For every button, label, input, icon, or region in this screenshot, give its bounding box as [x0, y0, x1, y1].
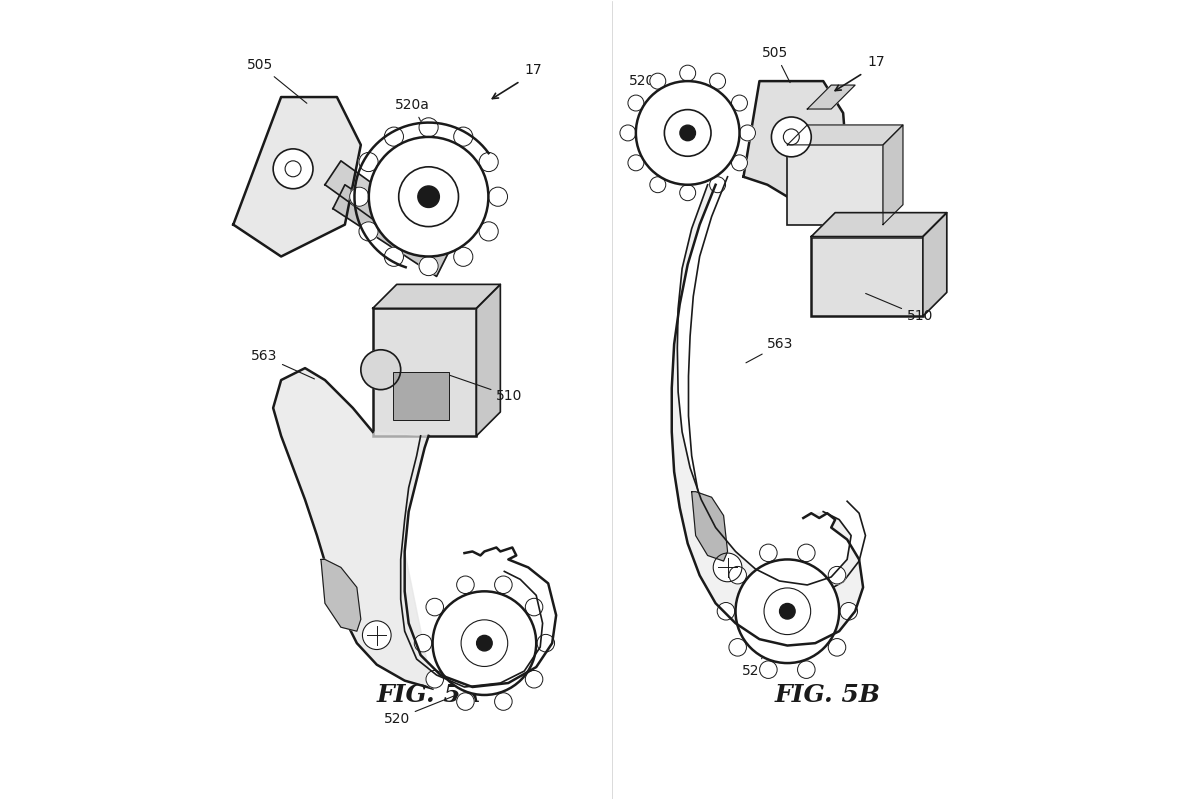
FancyBboxPatch shape [373, 308, 476, 436]
Circle shape [494, 576, 512, 594]
Text: 17: 17 [868, 55, 884, 69]
Polygon shape [320, 559, 361, 631]
Circle shape [362, 621, 391, 650]
Polygon shape [373, 285, 500, 308]
Circle shape [494, 693, 512, 710]
Circle shape [359, 153, 378, 171]
FancyBboxPatch shape [392, 372, 449, 420]
Polygon shape [923, 213, 947, 316]
Circle shape [274, 149, 313, 189]
Circle shape [454, 127, 473, 146]
Text: 520a: 520a [395, 98, 430, 134]
Text: 520a: 520a [629, 74, 685, 104]
Text: FIG. 5A: FIG. 5A [377, 683, 481, 707]
Polygon shape [672, 185, 863, 646]
Polygon shape [883, 125, 902, 225]
Circle shape [419, 257, 438, 276]
Circle shape [628, 155, 644, 170]
Circle shape [384, 127, 403, 146]
Circle shape [739, 125, 756, 141]
Circle shape [798, 661, 815, 678]
Circle shape [368, 137, 488, 257]
Circle shape [732, 95, 748, 111]
Text: 505: 505 [762, 46, 790, 82]
Polygon shape [332, 185, 449, 277]
Text: 520: 520 [384, 696, 454, 726]
Circle shape [457, 693, 474, 710]
Circle shape [636, 81, 739, 185]
Circle shape [713, 553, 742, 582]
Text: 520: 520 [743, 642, 770, 678]
Circle shape [538, 634, 554, 652]
Circle shape [728, 566, 746, 584]
Text: 510: 510 [865, 294, 934, 323]
Polygon shape [325, 161, 440, 257]
Circle shape [760, 544, 778, 562]
Circle shape [650, 177, 666, 193]
Circle shape [780, 603, 796, 619]
Circle shape [798, 544, 815, 562]
Polygon shape [808, 85, 856, 109]
Circle shape [526, 670, 542, 688]
Circle shape [454, 247, 473, 266]
Circle shape [679, 185, 696, 201]
Text: 510: 510 [443, 373, 523, 403]
Polygon shape [691, 492, 727, 561]
Circle shape [479, 222, 498, 241]
Circle shape [736, 559, 839, 663]
Circle shape [479, 153, 498, 171]
Text: 505: 505 [247, 58, 307, 103]
Circle shape [419, 118, 438, 137]
Circle shape [526, 598, 542, 616]
FancyBboxPatch shape [811, 237, 923, 316]
Circle shape [709, 177, 726, 193]
Polygon shape [811, 213, 947, 237]
Circle shape [476, 635, 492, 651]
Text: 563: 563 [251, 349, 314, 379]
Circle shape [650, 73, 666, 89]
Circle shape [828, 566, 846, 584]
Text: 563: 563 [746, 337, 793, 363]
Text: 17: 17 [524, 63, 542, 77]
Circle shape [361, 350, 401, 390]
Circle shape [772, 117, 811, 157]
Circle shape [709, 73, 726, 89]
Circle shape [414, 634, 432, 652]
Circle shape [728, 638, 746, 656]
Circle shape [384, 247, 403, 266]
Text: FIG. 5B: FIG. 5B [774, 683, 881, 707]
Circle shape [840, 602, 858, 620]
Circle shape [679, 65, 696, 81]
Polygon shape [744, 81, 847, 205]
Polygon shape [476, 285, 500, 436]
Circle shape [432, 591, 536, 695]
Circle shape [732, 155, 748, 170]
Circle shape [680, 125, 696, 141]
Polygon shape [274, 368, 432, 689]
Circle shape [418, 186, 439, 207]
Circle shape [828, 638, 846, 656]
Circle shape [718, 602, 734, 620]
FancyBboxPatch shape [787, 145, 883, 225]
Circle shape [488, 187, 508, 206]
Circle shape [426, 670, 444, 688]
Polygon shape [233, 97, 361, 257]
Polygon shape [787, 125, 902, 145]
Circle shape [359, 222, 378, 241]
Circle shape [628, 95, 644, 111]
Circle shape [426, 598, 444, 616]
Circle shape [760, 661, 778, 678]
Circle shape [349, 187, 368, 206]
Circle shape [620, 125, 636, 141]
Circle shape [457, 576, 474, 594]
